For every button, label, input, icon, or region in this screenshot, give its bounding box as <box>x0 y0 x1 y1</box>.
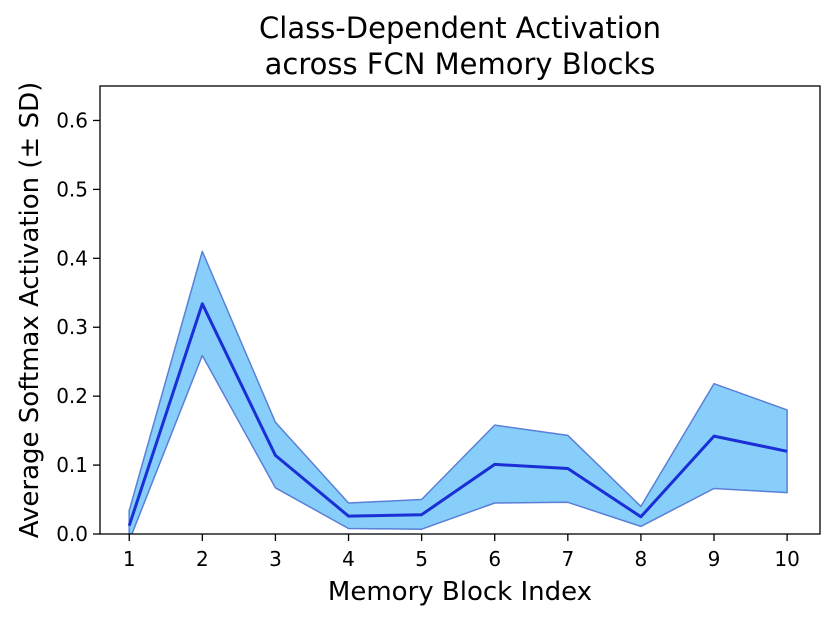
plot-frame <box>99 85 821 535</box>
x-tick-label: 7 <box>561 547 574 571</box>
x-tick-label: 8 <box>635 547 648 571</box>
x-tick-label: 9 <box>708 547 721 571</box>
chart-title-line-2: across FCN Memory Blocks <box>265 47 656 81</box>
x-tick-label: 2 <box>196 547 209 571</box>
y-axis-label: Average Softmax Activation (± SD) <box>15 82 45 539</box>
x-tick-label: 5 <box>415 547 428 571</box>
x-tick-label: 6 <box>488 547 501 571</box>
y-tick-label: 0.3 <box>56 315 88 339</box>
x-tick-label: 1 <box>123 547 136 571</box>
y-tick-label: 0.2 <box>56 384 88 408</box>
x-axis-label: Memory Block Index <box>328 577 592 607</box>
y-tick-label: 0.0 <box>56 522 88 546</box>
chart-title-line-1: Class-Dependent Activation <box>259 11 661 45</box>
x-tick-label: 10 <box>774 547 799 571</box>
y-tick-label: 0.4 <box>56 246 88 270</box>
sd-band <box>128 250 788 534</box>
x-axis-ticks: 1 2 3 4 5 6 7 8 9 10 <box>123 534 800 571</box>
x-tick-label: 3 <box>269 547 282 571</box>
y-tick-label: 0.5 <box>56 177 88 201</box>
plot-area <box>127 250 788 534</box>
mean-line <box>127 302 788 527</box>
y-tick-label: 0.1 <box>56 453 88 477</box>
x-tick-label: 4 <box>342 547 355 571</box>
y-tick-label: 0.6 <box>56 108 88 132</box>
y-axis-ticks: 0.0 0.1 0.2 0.3 0.4 0.5 0.6 <box>56 108 100 546</box>
